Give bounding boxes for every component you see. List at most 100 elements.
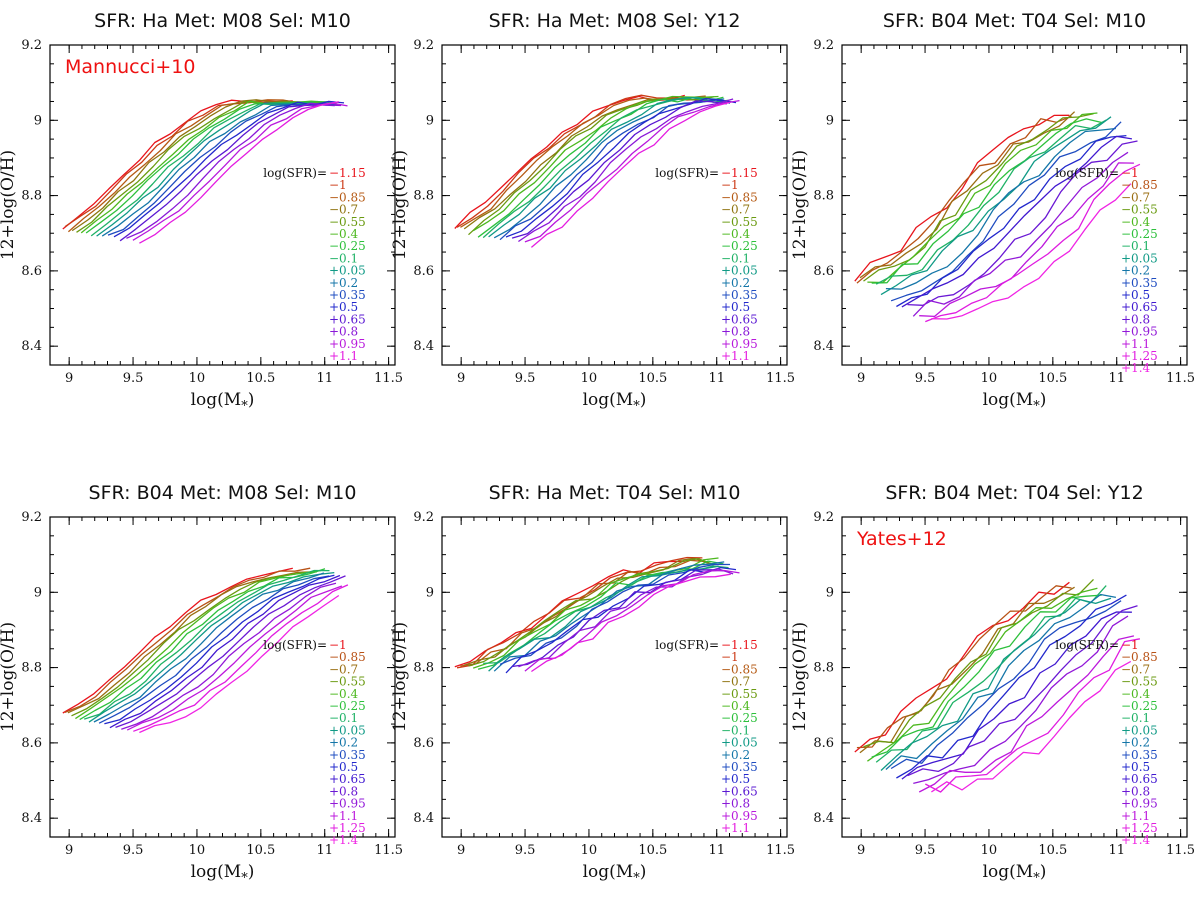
legend-entry: −1	[1121, 166, 1139, 180]
legend-entry: −0.85	[721, 190, 758, 204]
legend-entry: +1.25	[1121, 349, 1158, 363]
x-tick-label: 11	[708, 843, 725, 858]
legend-entry: +0.8	[1121, 784, 1150, 798]
legend-entry: −0.85	[329, 650, 366, 664]
legend-title: log(SFR)=	[1055, 638, 1119, 652]
legend-entry: +1.25	[1121, 821, 1158, 835]
series-line-13	[115, 575, 346, 729]
y-tick-label: 8.6	[21, 736, 42, 751]
y-axis-label: 12+log(O/H)	[790, 622, 810, 732]
series-line-4	[863, 113, 1094, 282]
series-line-3	[460, 559, 706, 667]
legend-entry: −0.55	[329, 675, 366, 689]
x-tick-label: 10	[581, 843, 598, 858]
x-tick-label: 9.5	[515, 371, 536, 386]
panel-6: SFR: B04 Met: T04 Sel: Y12 9 9.5 10 10.5 11 11…	[790, 482, 1195, 886]
legend-entry: +0.65	[1121, 300, 1158, 314]
legend-entry: +0.95	[1121, 797, 1158, 811]
legend-entry: +0.35	[329, 748, 366, 762]
y-tick-label: 8.8	[813, 661, 834, 676]
legend-entry: −0.7	[1121, 662, 1150, 676]
x-tick-label: 9.5	[915, 843, 936, 858]
series-line-2	[856, 115, 1072, 284]
x-tick-label: 9.5	[123, 371, 144, 386]
legend-entry: +0.5	[721, 772, 750, 786]
legend-entry: −0.7	[329, 203, 358, 217]
legend-title: log(SFR)=	[655, 166, 719, 180]
legend-entry: −0.25	[1121, 699, 1158, 713]
legend-entry: −0.25	[1121, 227, 1158, 241]
series-line-2	[456, 556, 703, 669]
series-line-13	[119, 104, 335, 242]
y-tick-label: 9	[34, 113, 42, 128]
x-tick-label: 10.5	[1038, 371, 1067, 386]
legend-entry: +0.2	[1121, 736, 1150, 750]
legend-entry: −0.4	[721, 699, 751, 713]
legend-entry: −0.85	[1121, 650, 1158, 664]
x-tick-label: 9	[857, 371, 865, 386]
series-line-11	[104, 574, 335, 725]
legend-entry: +0.2	[721, 748, 750, 762]
x-tick-label: 9.5	[915, 371, 936, 386]
legend-entry: +0.65	[1121, 772, 1158, 786]
series-line-17	[931, 660, 1132, 793]
legend-entry: +0.95	[721, 337, 758, 351]
x-tick-label: 10.5	[638, 371, 667, 386]
series-line-12	[901, 135, 1133, 308]
panel-2: SFR: Ha Met: M08 Sel: Y12 9 9.5 10 10.5 11 11.…	[390, 10, 795, 414]
legend-entry: +0.95	[329, 797, 366, 811]
legend-entry: −0.1	[721, 723, 750, 737]
series-line-14	[121, 582, 337, 730]
series-line-5	[75, 569, 321, 720]
x-tick-label: 10.5	[638, 843, 667, 858]
legend-entry: +0.05	[721, 736, 758, 750]
series-line-9	[93, 572, 325, 723]
series-line-1	[854, 114, 1070, 282]
y-tick-label: 8.4	[21, 811, 42, 826]
series-line-8	[880, 597, 1112, 771]
y-tick-label: 9.2	[413, 510, 434, 525]
series-group	[454, 556, 740, 674]
legend-entry: +0.5	[329, 760, 358, 774]
legend-entry: −0.7	[721, 675, 750, 689]
legend-entry: +0.2	[329, 276, 358, 290]
series-line-8	[483, 565, 729, 665]
series-line-6	[79, 568, 326, 721]
x-tick-label: 11.5	[374, 371, 403, 386]
y-tick-label: 8.4	[813, 339, 834, 354]
series-line-15	[524, 569, 740, 672]
y-tick-label: 8.6	[813, 264, 834, 279]
legend-entry: +0.5	[1121, 288, 1150, 302]
y-axis-label: 12+log(O/H)	[390, 150, 410, 260]
series-line-1	[854, 581, 1070, 753]
series-line-13	[512, 569, 727, 668]
legend-entry: −1	[721, 650, 739, 664]
series-group	[62, 567, 349, 734]
legend-entry: −1	[329, 178, 347, 192]
legend-entry: −0.25	[721, 239, 758, 253]
panel-3: SFR: B04 Met: T04 Sel: M10 9 9.5 10 10.5 11 11…	[790, 10, 1195, 414]
series-line-2	[856, 585, 1072, 749]
series-line-12	[505, 566, 737, 674]
legend-entry: −0.25	[329, 239, 366, 253]
y-tick-label: 9.2	[813, 38, 834, 53]
x-tick-label: 11.5	[766, 843, 795, 858]
legend-title: log(SFR)=	[263, 638, 327, 652]
legend-entry: +0.65	[721, 784, 758, 798]
legend-entry: −0.1	[329, 711, 358, 725]
series-line-9	[488, 565, 719, 672]
legend-entry: −0.4	[1121, 687, 1151, 701]
legend-entry: +0.05	[329, 723, 366, 737]
series-line-13	[511, 100, 727, 239]
legend-title: log(SFR)=	[263, 166, 327, 180]
legend-entry: −0.1	[1121, 239, 1150, 253]
legend-entry: +0.35	[1121, 748, 1158, 762]
legend-entry: +0.05	[1121, 723, 1158, 737]
legend-entry: −0.4	[721, 227, 751, 241]
panel-1: SFR: Ha Met: M08 Sel: M10 9 9.5 10 10.5 11 11.…	[0, 10, 403, 414]
x-tick-label: 9.5	[123, 843, 144, 858]
panel-title: SFR: Ha Met: M08 Sel: Y12	[489, 10, 741, 32]
x-tick-label: 11	[316, 843, 333, 858]
y-tick-label: 8.8	[21, 661, 42, 676]
